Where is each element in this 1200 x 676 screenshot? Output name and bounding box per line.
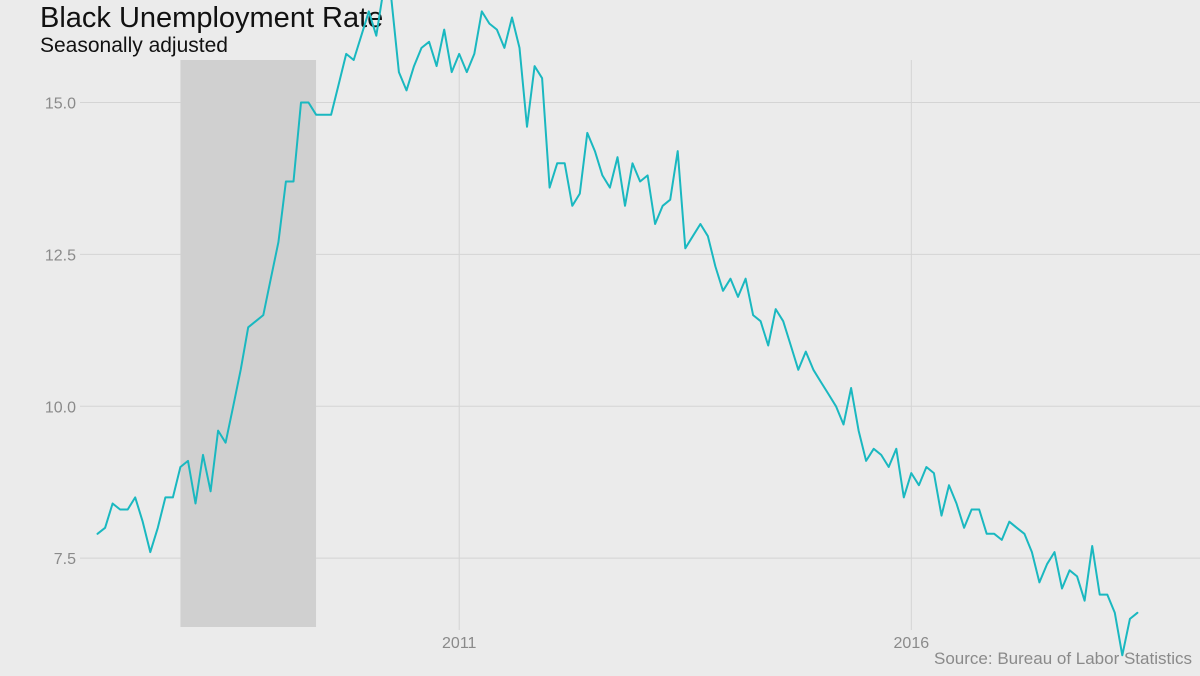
- x-tick-label: 2011: [442, 635, 477, 652]
- y-axis-ticks: 7.5 10.0 12.5 15.0: [45, 96, 76, 569]
- series-line: [96, 0, 1139, 657]
- series-layer: [96, 0, 1139, 657]
- recession-shading-layer: [180, 60, 317, 627]
- x-axis-ticks: 2011 2016: [442, 635, 929, 652]
- y-tick-label: 7.5: [54, 551, 76, 568]
- y-tick-label: 10.0: [45, 399, 76, 416]
- x-tick-label: 2016: [894, 635, 930, 652]
- chart-title: Black Unemployment Rate: [40, 2, 384, 34]
- recession-shading: [180, 60, 317, 627]
- chart-subtitle: Seasonally adjusted: [40, 34, 228, 57]
- source-caption: Source: Bureau of Labor Statistics: [934, 649, 1192, 668]
- y-tick-label: 12.5: [45, 247, 76, 264]
- y-tick-label: 15.0: [45, 96, 76, 113]
